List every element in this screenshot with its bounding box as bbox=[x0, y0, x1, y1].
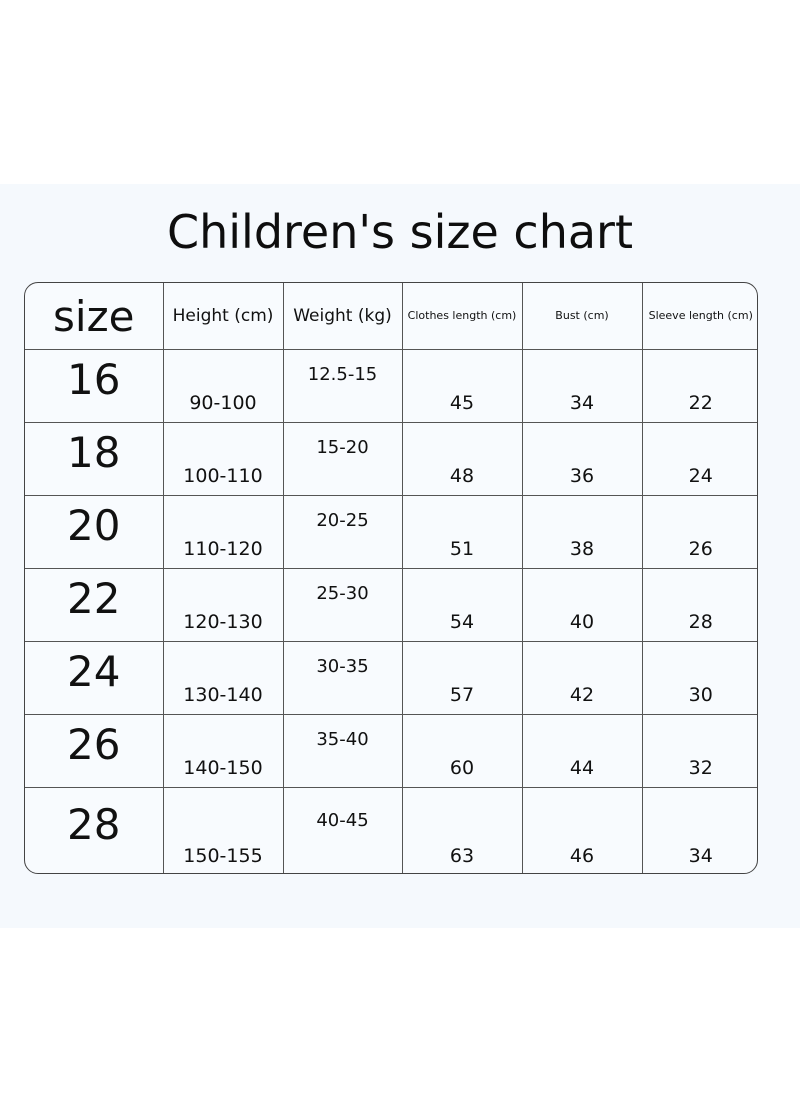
sleeve-length-cell: 32 bbox=[641, 713, 757, 787]
height-cell: 120-130 bbox=[162, 567, 283, 641]
clothes-length-cell: 48 bbox=[401, 421, 522, 495]
sleeve-length-cell: 22 bbox=[641, 348, 757, 422]
weight-cell: 30-35 bbox=[282, 640, 402, 714]
bust-cell: 38 bbox=[521, 494, 642, 568]
sleeve-length-cell: 26 bbox=[641, 494, 757, 568]
size-cell: 22 bbox=[25, 567, 163, 641]
bust-cell: 46 bbox=[521, 786, 642, 873]
clothes-length-cell: 63 bbox=[401, 786, 522, 873]
clothes-length-cell: 57 bbox=[401, 640, 522, 714]
header-clothes-length: Clothes length (cm) bbox=[401, 283, 522, 349]
height-cell: 90-100 bbox=[162, 348, 283, 422]
table-row: 20 110-120 20-25 51 38 26 bbox=[25, 494, 757, 568]
sleeve-length-cell: 28 bbox=[641, 567, 757, 641]
size-cell: 24 bbox=[25, 640, 163, 714]
weight-cell: 15-20 bbox=[282, 421, 402, 495]
height-cell: 100-110 bbox=[162, 421, 283, 495]
size-table: size Height (cm) Weight (kg) Clothes len… bbox=[25, 283, 757, 873]
clothes-length-cell: 54 bbox=[401, 567, 522, 641]
weight-cell: 25-30 bbox=[282, 567, 402, 641]
header-row: size Height (cm) Weight (kg) Clothes len… bbox=[25, 283, 757, 349]
bust-cell: 40 bbox=[521, 567, 642, 641]
weight-cell: 12.5-15 bbox=[282, 348, 402, 422]
bust-cell: 34 bbox=[521, 348, 642, 422]
sleeve-length-cell: 34 bbox=[641, 786, 757, 873]
table-row: 28 150-155 40-45 63 46 34 bbox=[25, 786, 757, 873]
bust-cell: 42 bbox=[521, 640, 642, 714]
header-weight: Weight (kg) bbox=[282, 283, 402, 349]
weight-cell: 40-45 bbox=[282, 786, 402, 873]
table-row: 26 140-150 35-40 60 44 32 bbox=[25, 713, 757, 787]
weight-cell: 20-25 bbox=[282, 494, 402, 568]
size-cell: 16 bbox=[25, 348, 163, 422]
table-row: 18 100-110 15-20 48 36 24 bbox=[25, 421, 757, 495]
sleeve-length-cell: 30 bbox=[641, 640, 757, 714]
header-height: Height (cm) bbox=[162, 283, 283, 349]
sleeve-length-cell: 24 bbox=[641, 421, 757, 495]
size-cell: 28 bbox=[25, 786, 163, 873]
clothes-length-cell: 45 bbox=[401, 348, 522, 422]
bust-cell: 36 bbox=[521, 421, 642, 495]
clothes-length-cell: 51 bbox=[401, 494, 522, 568]
table-row: 22 120-130 25-30 54 40 28 bbox=[25, 567, 757, 641]
bust-cell: 44 bbox=[521, 713, 642, 787]
page-title: Children's size chart bbox=[166, 205, 634, 259]
height-cell: 110-120 bbox=[162, 494, 283, 568]
weight-cell: 35-40 bbox=[282, 713, 402, 787]
header-sleeve-length: Sleeve length (cm) bbox=[641, 283, 757, 349]
size-table-frame: size Height (cm) Weight (kg) Clothes len… bbox=[24, 282, 758, 874]
table-row: 16 90-100 12.5-15 45 34 22 bbox=[25, 348, 757, 422]
size-cell: 18 bbox=[25, 421, 163, 495]
header-bust: Bust (cm) bbox=[521, 283, 642, 349]
header-size: size bbox=[53, 291, 135, 341]
table-row: 24 130-140 30-35 57 42 30 bbox=[25, 640, 757, 714]
height-cell: 130-140 bbox=[162, 640, 283, 714]
size-cell: 26 bbox=[25, 713, 163, 787]
height-cell: 150-155 bbox=[162, 786, 283, 873]
height-cell: 140-150 bbox=[162, 713, 283, 787]
clothes-length-cell: 60 bbox=[401, 713, 522, 787]
size-cell: 20 bbox=[25, 494, 163, 568]
